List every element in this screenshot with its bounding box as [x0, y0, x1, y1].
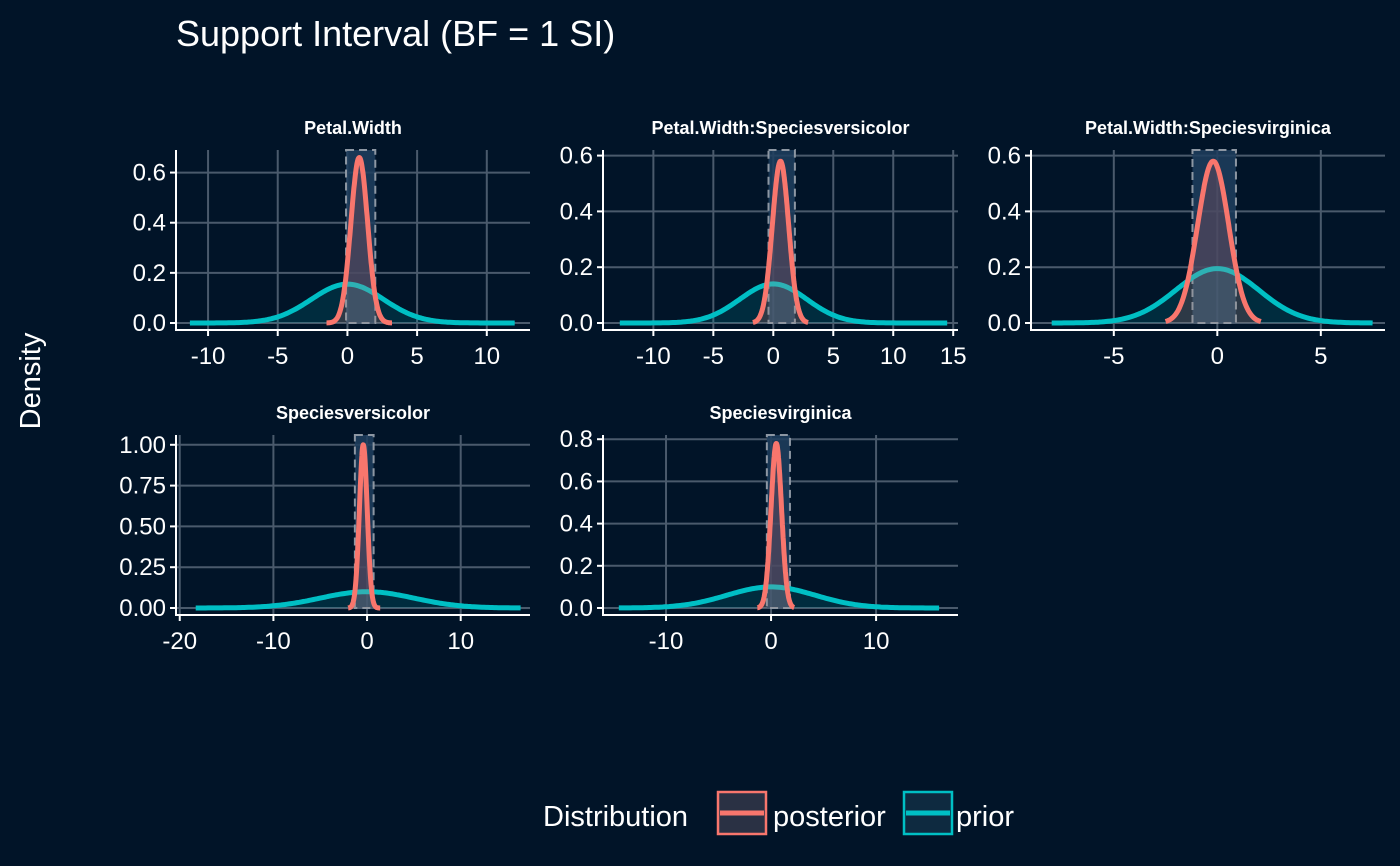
y-tick-label: 0.0: [988, 310, 1021, 337]
x-tick-label: 0: [1211, 343, 1224, 370]
x-tick-label: 10: [880, 343, 907, 370]
y-tick-label: 0.8: [560, 426, 593, 453]
x-tick-label: 5: [827, 343, 840, 370]
y-tick-label: 0.0: [133, 310, 166, 337]
x-tick-label: -10: [636, 343, 671, 370]
y-axis-label: Density: [15, 332, 47, 429]
posterior-density-line: [324, 155, 395, 326]
x-tick-label: -5: [703, 343, 724, 370]
x-tick-label: -10: [649, 628, 684, 655]
x-tick-label: 10: [473, 343, 500, 370]
posterior-density-line: [1163, 158, 1263, 324]
x-tick-label: 0: [767, 343, 780, 370]
x-tick-label: -5: [1103, 343, 1124, 370]
panel-title: Speciesvirginica: [709, 403, 852, 423]
x-tick-label: -20: [162, 628, 197, 655]
y-tick-label: 0.2: [560, 553, 593, 580]
x-tick-label: 15: [940, 343, 967, 370]
facet-panel: Speciesvirginica 0.0 0.2 0.4 0.6 0.8 -10 0 10: [560, 403, 958, 655]
prior-density-area: [1051, 268, 1373, 323]
y-tick-label: 0.2: [988, 254, 1021, 281]
y-tick-label: 0.4: [560, 511, 593, 538]
x-tick-label: -5: [267, 343, 288, 370]
x-tick-label: 0: [360, 628, 373, 655]
legend-title: Distribution: [543, 801, 688, 833]
prior-density-area: [619, 283, 948, 323]
prior-density-area: [189, 284, 515, 323]
y-tick-label: 0.6: [560, 468, 593, 495]
panel-title: Petal.Width:Speciesversicolor: [652, 118, 910, 138]
y-tick-label: 0.6: [560, 143, 593, 170]
posterior-density-area: [348, 444, 381, 608]
posterior-density-area: [752, 161, 809, 323]
legend-entry-posterior: posterior: [773, 801, 886, 833]
panel-title: Petal.Width:Speciesvirginica: [1085, 118, 1332, 138]
y-tick-label: 0.00: [119, 595, 166, 622]
panel-title: Speciesversicolor: [276, 403, 430, 423]
y-tick-label: 1.00: [119, 432, 166, 459]
posterior-density-line: [346, 442, 383, 611]
facet-panel: Petal.Width:Speciesvirginica 0.0 0.2 0.4 0.6…: [988, 118, 1385, 370]
y-tick-label: 0.6: [988, 143, 1021, 170]
y-tick-label: 0.50: [119, 513, 166, 540]
y-tick-label: 0.4: [133, 210, 166, 237]
chart-title: Support Interval (BF = 1 SI): [176, 13, 615, 54]
x-tick-label: 0: [341, 343, 354, 370]
y-tick-label: 0.2: [133, 260, 166, 287]
legend: Distribution posterior prior: [543, 790, 1014, 836]
y-tick-label: 0.0: [560, 595, 593, 622]
facet-panel: Speciesversicolor 0.00 0.25 0.50 0.75 1.00 -20…: [119, 403, 530, 655]
x-tick-label: -10: [191, 343, 226, 370]
posterior-density-area: [326, 157, 392, 323]
prior-density-line: [189, 281, 516, 326]
y-tick-label: 0.4: [988, 198, 1021, 225]
posterior-density-line: [755, 441, 797, 611]
x-tick-label: 5: [410, 343, 423, 370]
panel-title: Petal.Width: [304, 118, 402, 138]
prior-density-line: [619, 281, 948, 326]
prior-density-line: [195, 589, 522, 611]
y-tick-label: 0.25: [119, 554, 166, 581]
x-tick-label: 10: [863, 628, 890, 655]
facet-panel: Petal.Width:Speciesversicolor 0.0 0.2 0.4 0.…: [560, 118, 967, 370]
facet-panel: Petal.Width 0.0 0.2 0.4 0.6 -10 -5 0 5 10: [133, 118, 530, 370]
x-tick-label: 10: [447, 628, 474, 655]
y-tick-label: 0.6: [133, 160, 166, 187]
x-tick-label: -10: [256, 628, 291, 655]
posterior-density-line: [750, 158, 811, 325]
y-tick-label: 0.4: [560, 198, 593, 225]
x-tick-label: 0: [764, 628, 777, 655]
prior-density-line: [618, 584, 940, 611]
y-tick-label: 0.75: [119, 473, 166, 500]
legend-entry-prior: prior: [956, 801, 1014, 833]
y-tick-label: 0.0: [560, 310, 593, 337]
prior-density-line: [1051, 266, 1374, 326]
x-tick-label: 5: [1314, 343, 1327, 370]
y-tick-label: 0.2: [560, 254, 593, 281]
